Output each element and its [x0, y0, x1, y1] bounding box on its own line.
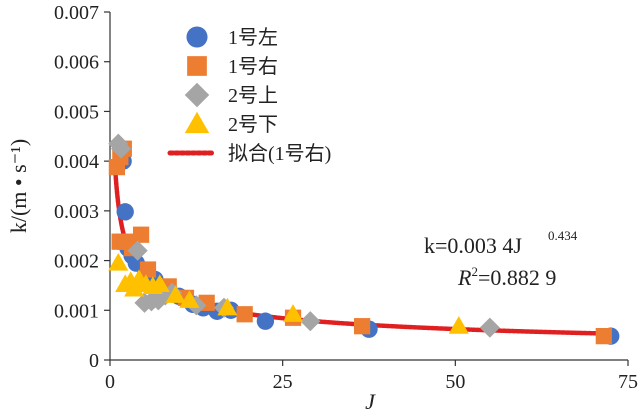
data-point-triangle: [179, 290, 200, 308]
data-point-triangle: [165, 285, 186, 303]
legend-item: 2号上: [184, 82, 278, 108]
legend-swatch-triangle: [184, 111, 210, 134]
y-ticks: 0 0.001 0.002 0.003 0.004 0.005 0.006 0.007: [54, 2, 110, 372]
data-point-triangle: [217, 297, 238, 316]
legend-item: 1号右: [187, 55, 278, 78]
data-point-triangle: [108, 252, 129, 271]
x-tick-label: 50: [445, 371, 465, 393]
legend-item: 拟合(1号右): [167, 142, 331, 165]
x-tick-label: 0: [105, 371, 115, 393]
svg-text:R2=0.882 9: R2=0.882 9: [457, 264, 556, 290]
y-tick-label: 0: [89, 350, 99, 372]
data-point-diamond: [110, 138, 132, 159]
equation-main: k=0.003 4J: [424, 233, 522, 258]
y-tick-label: 0.007: [54, 2, 99, 24]
series-square: [108, 140, 612, 345]
data-point-diamond: [300, 311, 321, 332]
y-tick-label: 0.004: [54, 151, 99, 173]
legend-label: 1号左: [228, 26, 278, 49]
x-tick-label: 75: [618, 371, 638, 393]
x-tick-label: 25: [273, 371, 293, 393]
r2-label: R: [457, 265, 472, 290]
legend-label: 1号右: [228, 55, 278, 78]
marker-layer: [108, 133, 620, 345]
data-point-triangle: [124, 278, 145, 297]
x-ticks: 0 25 50 75: [105, 360, 638, 393]
data-point-triangle: [448, 316, 469, 334]
legend-swatch-square: [187, 56, 207, 76]
data-point-triangle: [282, 304, 304, 322]
data-point-square: [132, 226, 150, 243]
y-tick-label: 0.003: [54, 201, 99, 223]
legend-swatch-diamond: [184, 82, 210, 108]
series-triangle: [108, 252, 469, 334]
r2-superscript: 2: [471, 264, 478, 279]
data-point-square: [236, 306, 253, 323]
series-circle: [114, 152, 620, 345]
data-point-triangle: [149, 274, 170, 292]
data-point-diamond: [127, 240, 148, 261]
y-tick-label: 0.001: [54, 300, 99, 322]
data-point-circle: [116, 203, 134, 221]
legend-label: 拟合(1号右): [228, 142, 331, 165]
r2-value: =0.882 9: [478, 265, 556, 290]
equation-exponent: 0.434: [548, 228, 578, 243]
legend-label: 2号下: [228, 114, 278, 136]
y-tick-label: 0.002: [54, 251, 99, 273]
data-point-circle: [256, 312, 275, 330]
data-point-square: [353, 318, 371, 335]
data-point-square: [595, 328, 612, 345]
data-point-square: [139, 261, 157, 278]
y-axis-label: k/(m • s⁻¹): [6, 139, 31, 233]
legend-swatch-circle: [186, 26, 208, 48]
svg-text:k=0.003 4J: k=0.003 4J: [424, 233, 522, 258]
y-tick-label: 0.005: [54, 101, 99, 123]
legend-label: 2号上: [228, 84, 278, 107]
y-tick-label: 0.006: [54, 52, 99, 74]
data-point-diamond: [479, 317, 500, 338]
legend-item: 2号下: [184, 111, 278, 136]
plot-area: [109, 12, 628, 361]
x-axis-label: J: [365, 389, 376, 414]
legend-item: 1号左: [186, 26, 278, 49]
fit-equation: k=0.003 4J 0.434 R2=0.882 9: [424, 228, 578, 290]
